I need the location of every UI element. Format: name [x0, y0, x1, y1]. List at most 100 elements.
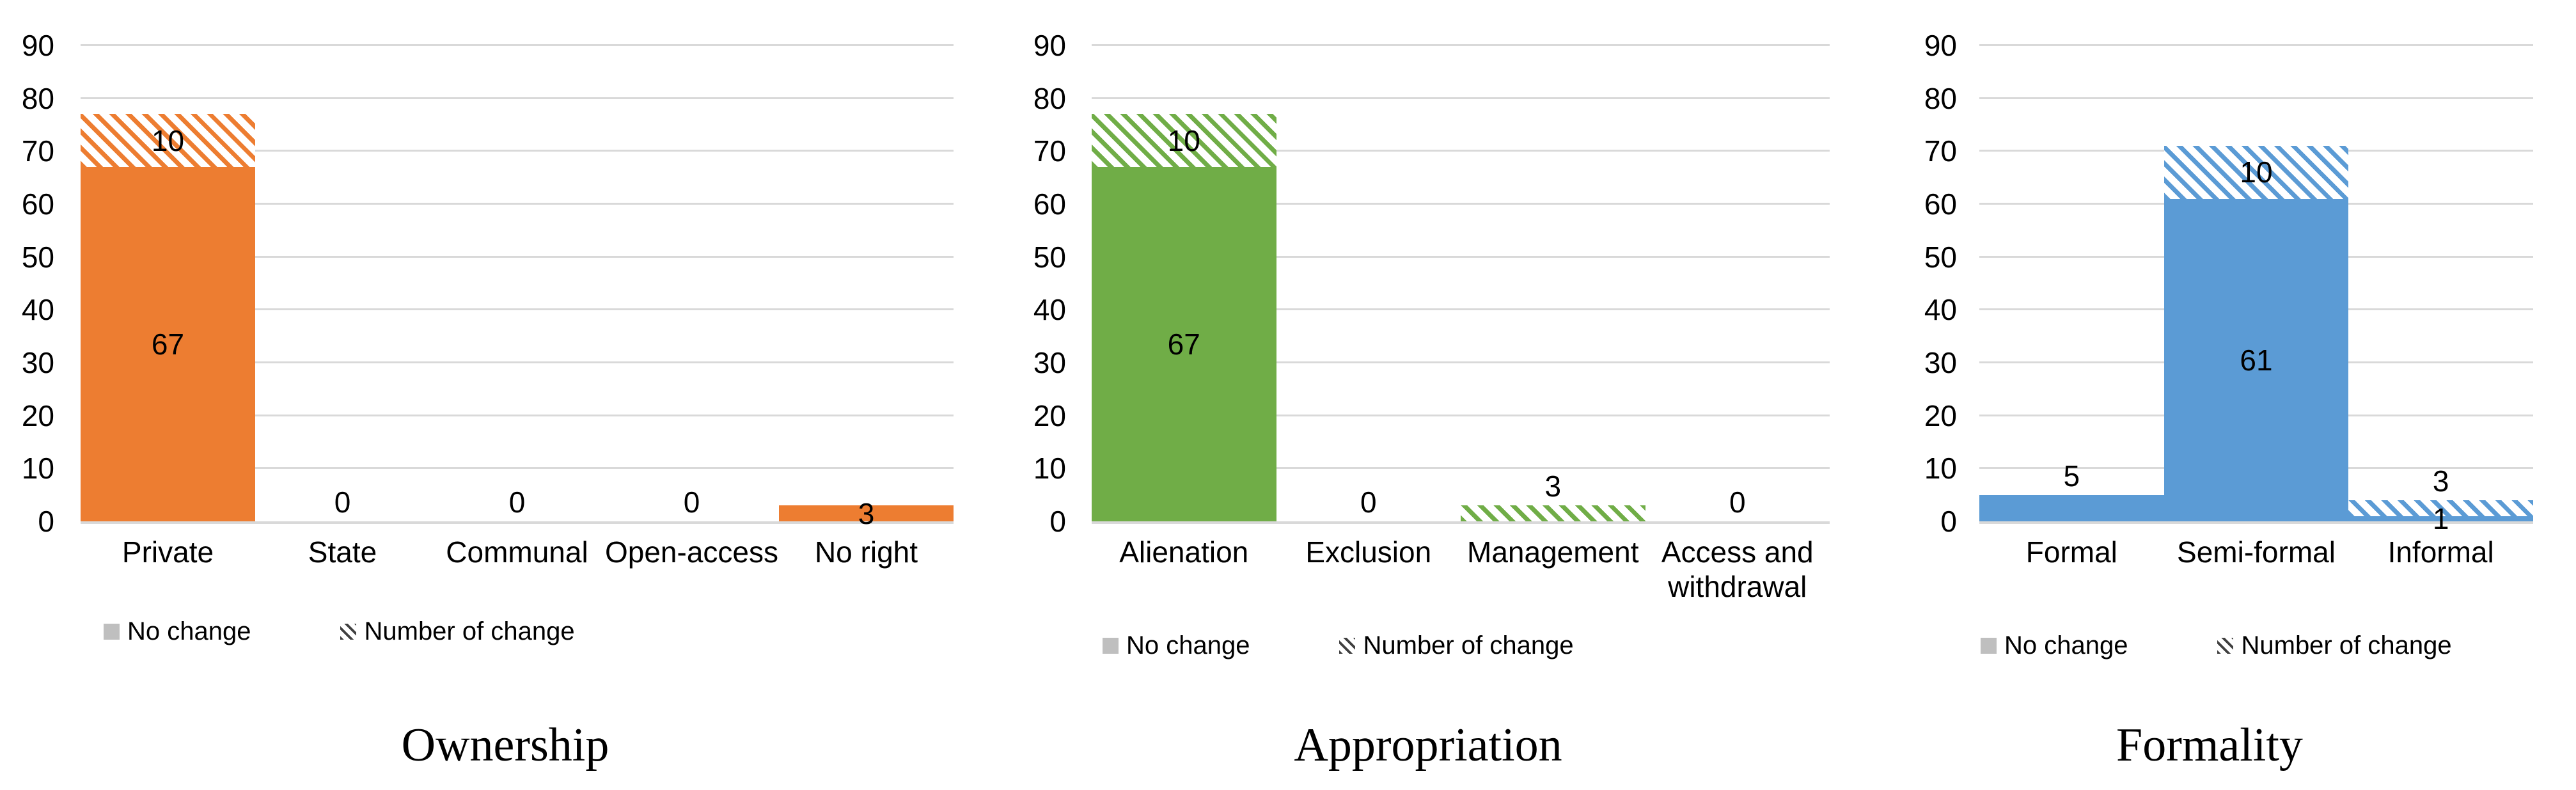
- bar-value-label: 0: [1729, 486, 1746, 519]
- gridline: [81, 150, 954, 152]
- gridline: [1979, 97, 2533, 99]
- category-label: Private: [122, 535, 214, 569]
- y-tick-label: 40: [21, 293, 54, 327]
- y-tick-label: 0: [1049, 505, 1066, 538]
- y-tick-label: 50: [1033, 240, 1066, 274]
- x-axis-baseline: [81, 521, 954, 524]
- category-label: Informal: [2387, 535, 2494, 569]
- bar-value-label: 67: [1167, 328, 1200, 361]
- y-tick-label: 20: [21, 399, 54, 432]
- gridline: [1092, 467, 1830, 470]
- legend-swatch-no-change: [104, 623, 120, 640]
- bar-value-label: 61: [2240, 343, 2273, 377]
- bar-segment-number-of-change: [1092, 114, 1276, 168]
- x-axis-baseline: [1092, 521, 1830, 524]
- chart-title-ownership: Ownership: [401, 719, 609, 771]
- y-tick-label: 20: [1924, 399, 1957, 432]
- gridline: [81, 308, 954, 311]
- legend-label: No change: [2004, 631, 2128, 660]
- legend-item: Number of change: [2217, 630, 2452, 661]
- y-tick-label: 70: [1924, 134, 1957, 168]
- legend-swatch-number-of-change: [340, 623, 357, 640]
- gridline: [1092, 150, 1830, 152]
- chart-title-formality: Formality: [2116, 719, 2303, 771]
- legend-item: No change: [1103, 630, 1250, 661]
- bar-value-label: 10: [1167, 123, 1200, 157]
- bar-value-label: 3: [1544, 470, 1562, 503]
- bar-segment-number-of-change: [2348, 500, 2533, 516]
- legend-label: No change: [127, 617, 251, 645]
- y-tick-label: 80: [21, 81, 54, 115]
- y-tick-label: 90: [21, 29, 54, 62]
- gridline: [81, 44, 954, 46]
- bar-segment-no-change: [1979, 494, 2164, 521]
- bar-segment-number-of-change: [2164, 146, 2349, 199]
- y-tick-label: 40: [1033, 293, 1066, 327]
- legend-swatch-no-change: [1981, 637, 1997, 654]
- bar-value-label: 3: [858, 496, 875, 530]
- y-tick-label: 20: [1033, 399, 1066, 432]
- y-tick-label: 30: [1924, 346, 1957, 379]
- y-tick-label: 30: [1033, 346, 1066, 379]
- gridline: [1092, 255, 1830, 258]
- bar-segment-number-of-change: [1461, 505, 1645, 521]
- y-tick-label: 60: [1924, 187, 1957, 221]
- y-tick-label: 40: [1924, 293, 1957, 327]
- bar-value-label: 0: [683, 486, 700, 519]
- gridline: [81, 414, 954, 416]
- legend-swatch-number-of-change: [2217, 637, 2234, 654]
- bar-value-label: 10: [151, 123, 185, 157]
- category-label: Formal: [2025, 535, 2117, 569]
- bar-value-label: 1: [2432, 502, 2449, 535]
- y-tick-label: 90: [1924, 29, 1957, 62]
- bar-value-label: 0: [1360, 486, 1377, 519]
- category-label: Open-access: [604, 535, 778, 569]
- gridline: [1092, 44, 1830, 46]
- bar-value-label: 3: [2432, 464, 2449, 498]
- gridline: [1092, 414, 1830, 416]
- y-tick-label: 10: [1924, 452, 1957, 486]
- chart-title-appropriation: Appropriation: [1294, 719, 1562, 771]
- y-tick-label: 60: [1033, 187, 1066, 221]
- category-label: Alienation: [1119, 535, 1249, 569]
- bar-segment-no-change: [1092, 167, 1276, 521]
- gridline: [81, 97, 954, 99]
- gridline: [81, 361, 954, 363]
- legend: No change Number of change: [104, 616, 575, 647]
- bar-segment-no-change: [779, 505, 954, 521]
- bar-segment-no-change: [2164, 198, 2349, 521]
- bar-value-label: 0: [334, 486, 351, 519]
- bar-segment-number-of-change: [81, 114, 255, 168]
- gridline: [1092, 203, 1830, 205]
- legend-item: No change: [1981, 630, 2128, 661]
- legend-item: No change: [104, 616, 251, 647]
- bar-value-label: 5: [2063, 459, 2080, 493]
- legend-label: No change: [1126, 631, 1250, 660]
- gridline: [81, 203, 954, 205]
- bar-segment-no-change: [81, 167, 255, 521]
- y-tick-label: 70: [21, 134, 54, 168]
- legend-label: Number of change: [2241, 631, 2452, 660]
- gridline: [1092, 97, 1830, 99]
- y-tick-label: 0: [1940, 505, 1957, 538]
- gridline: [81, 255, 954, 258]
- y-tick-label: 50: [1924, 240, 1957, 274]
- legend-item: Number of change: [340, 616, 575, 647]
- y-tick-label: 80: [1924, 81, 1957, 115]
- category-label: No right: [814, 535, 918, 569]
- category-label: Exclusion: [1305, 535, 1432, 569]
- legend-label: Number of change: [364, 617, 575, 645]
- category-label: Management: [1467, 535, 1639, 569]
- gridline: [81, 467, 954, 470]
- legend-swatch-no-change: [1103, 637, 1119, 654]
- category-label: Semi-formal: [2177, 535, 2336, 569]
- legend-label: Number of change: [1363, 631, 1574, 660]
- bar-value-label: 0: [508, 486, 526, 519]
- y-tick-label: 30: [21, 346, 54, 379]
- y-tick-label: 60: [21, 187, 54, 221]
- x-axis-baseline: [1979, 521, 2533, 524]
- legend: No change Number of change: [1103, 630, 1574, 661]
